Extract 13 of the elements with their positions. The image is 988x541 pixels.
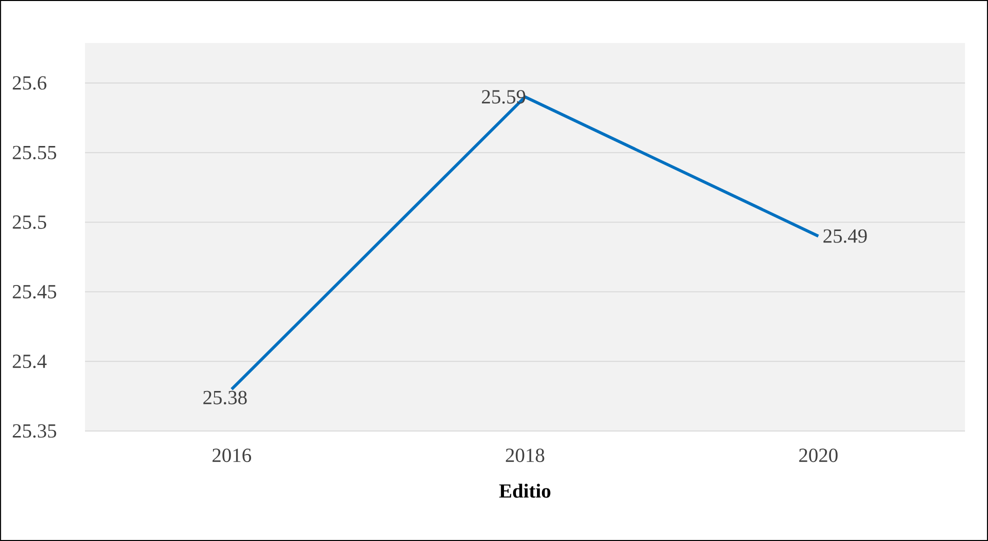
x-axis-title: Editio: [499, 484, 550, 498]
data-label: 25.38: [203, 390, 247, 404]
x-tick-label: 2018: [506, 448, 544, 462]
y-tick-label: 25.5: [12, 215, 46, 229]
y-tick-label: 25.55: [12, 146, 56, 160]
y-tick-label: 25.6: [12, 76, 46, 90]
y-tick-label: 25.4: [12, 354, 47, 368]
data-label: 25.49: [823, 229, 867, 243]
y-tick-label: 25.35: [12, 424, 56, 438]
y-tick-label: 25.45: [12, 285, 56, 299]
data-label: 25.59: [482, 90, 526, 104]
x-tick-label: 2020: [799, 448, 838, 462]
x-tick-label: 2016: [212, 448, 252, 462]
